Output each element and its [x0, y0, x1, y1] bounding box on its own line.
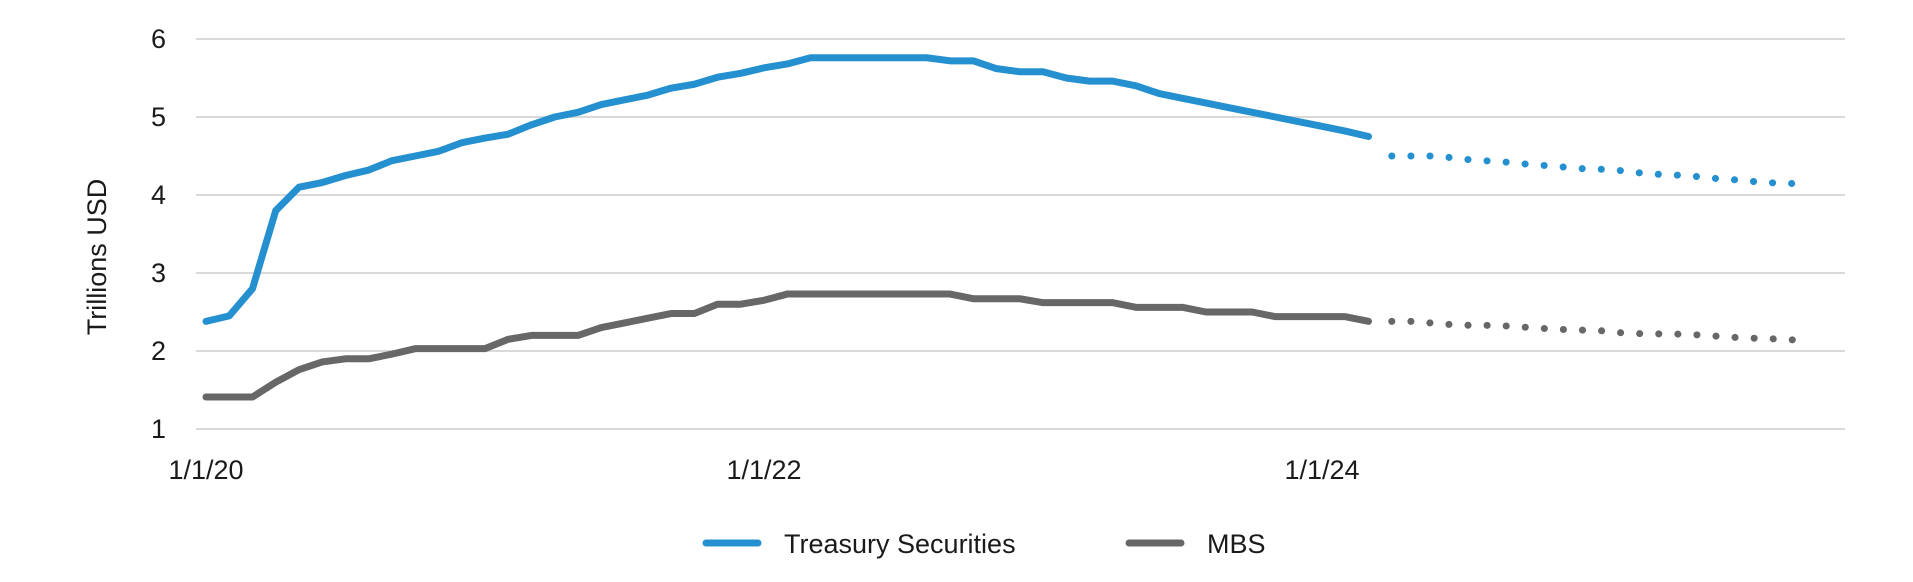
legend-label-mbs: MBS — [1207, 529, 1266, 559]
gridlines — [196, 38, 1845, 430]
y-tick-label: 6 — [151, 24, 166, 54]
legend: Treasury Securities MBS — [702, 529, 1266, 559]
series-line-treasury-securities-projection — [1388, 152, 1814, 188]
legend-item-mbs[interactable]: MBS — [1125, 529, 1266, 559]
x-tick-label: 1/1/22 — [726, 455, 801, 485]
y-axis-ticks: 1 2 3 4 5 6 — [151, 24, 166, 444]
x-axis-ticks: 1/1/20 1/1/22 1/1/24 — [168, 455, 1359, 485]
x-tick-label: 1/1/20 — [168, 455, 243, 485]
y-axis-title: Trillions USD — [82, 179, 112, 336]
x-tick-label: 1/1/24 — [1284, 455, 1359, 485]
y-tick-label: 2 — [151, 336, 166, 366]
y-tick-label: 5 — [151, 102, 166, 132]
y-tick-label: 3 — [151, 258, 166, 288]
legend-item-treasury[interactable]: Treasury Securities — [702, 529, 1016, 559]
legend-label-treasury: Treasury Securities — [784, 529, 1016, 559]
y-tick-label: 1 — [151, 414, 166, 444]
series-lines — [202, 54, 1814, 401]
series-line-treasury-securities-actual — [202, 54, 1372, 325]
series-line-mbs-projection — [1388, 317, 1814, 346]
series-line-mbs-actual — [202, 290, 1372, 401]
y-tick-label: 4 — [151, 180, 166, 210]
